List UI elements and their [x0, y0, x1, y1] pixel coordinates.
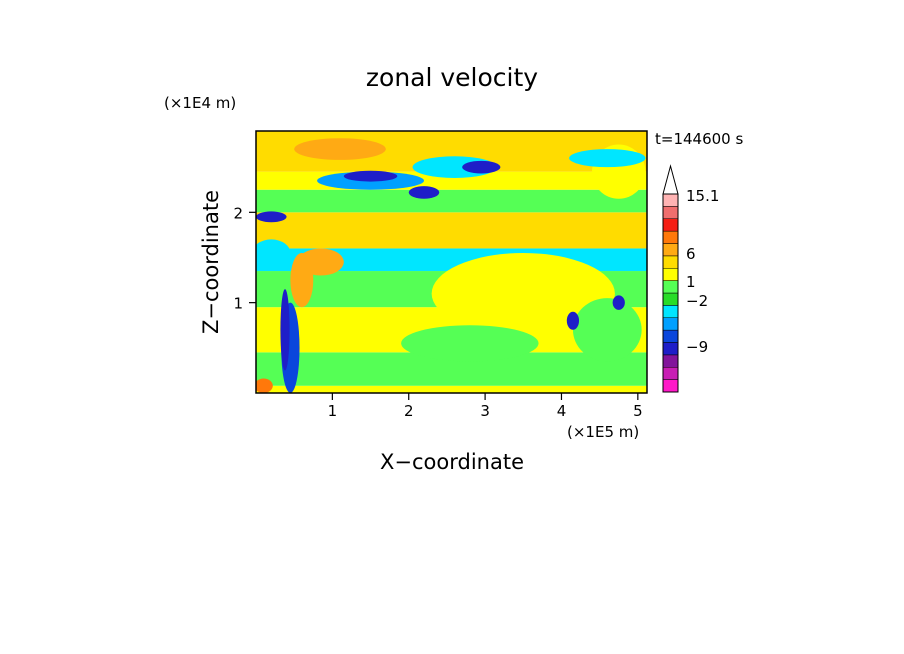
- colorbar-level-15: [662, 193, 679, 207]
- velocity-field: [256, 131, 647, 393]
- colorbar-level-10: [662, 255, 679, 269]
- colorbar-level-6: [662, 305, 679, 318]
- y-tick-label-1: 2: [233, 204, 243, 222]
- colorbar-level-13: [662, 218, 679, 232]
- x-tick-label-2: 3: [480, 402, 490, 420]
- colorbar-label-3: −2: [686, 292, 708, 310]
- x-tick-label-3: 4: [557, 402, 567, 420]
- x-axis-label: X−coordinate: [380, 450, 524, 474]
- field-region-16: [256, 378, 273, 393]
- x-tick-label-0: 1: [328, 402, 338, 420]
- field-band-5: [256, 212, 647, 249]
- x-axis: 1 2 3 4 5: [328, 393, 643, 420]
- field-region-19: [294, 138, 386, 160]
- time-label: t=144600 s: [655, 130, 743, 148]
- field-region-10: [612, 295, 625, 310]
- field-region-7: [401, 325, 539, 362]
- field-region-4: [408, 186, 440, 199]
- field-region-18: [298, 248, 344, 276]
- colorbar-level-5: [662, 317, 679, 331]
- chart-title: zonal velocity: [366, 63, 538, 92]
- colorbar-level-2: [662, 354, 679, 368]
- colorbar-level-3: [662, 342, 679, 356]
- colorbar-label-4: −9: [686, 338, 708, 356]
- colorbar-level-8: [662, 280, 679, 294]
- y-tick-label-0: 1: [233, 295, 243, 313]
- colorbar: 15.1 6 1−2 −9: [662, 164, 719, 393]
- colorbar-label-0: 15.1: [686, 187, 719, 205]
- x-scale-label: (×1E5 m): [567, 423, 639, 441]
- field-region-15: [280, 289, 290, 371]
- field-region-5: [256, 211, 287, 223]
- colorbar-level-9: [662, 268, 679, 281]
- field-region-12: [569, 149, 646, 168]
- x-tick-label-1: 2: [404, 402, 414, 420]
- colorbar-label-2: 1: [686, 273, 696, 291]
- field-region-8: [572, 298, 642, 362]
- colorbar-level-11: [662, 243, 679, 257]
- y-axis: 12: [233, 204, 256, 313]
- colorbar-level-0: [662, 379, 679, 393]
- colorbar-level-7: [662, 292, 679, 306]
- y-axis-label: Z−coordinate: [199, 190, 223, 334]
- colorbar-level-12: [662, 230, 679, 244]
- colorbar-level-1: [662, 367, 679, 380]
- field-region-17: [256, 239, 291, 267]
- field-region-9: [566, 311, 580, 330]
- colorbar-label-1: 6: [686, 245, 696, 263]
- colorbar-frame: [662, 193, 679, 393]
- plot-frame: [255, 130, 648, 394]
- colorbar-overflow-arrow: [662, 164, 679, 195]
- y-scale-label: (×1E4 m): [164, 94, 236, 112]
- field-layer: [256, 131, 647, 393]
- field-band-6: [256, 189, 647, 213]
- colorbar-level-4: [662, 329, 679, 343]
- x-tick-label-4: 5: [633, 402, 643, 420]
- field-region-3: [462, 160, 501, 174]
- field-region-1: [343, 170, 398, 182]
- colorbar-level-14: [662, 206, 679, 219]
- field-band-0: [256, 385, 647, 393]
